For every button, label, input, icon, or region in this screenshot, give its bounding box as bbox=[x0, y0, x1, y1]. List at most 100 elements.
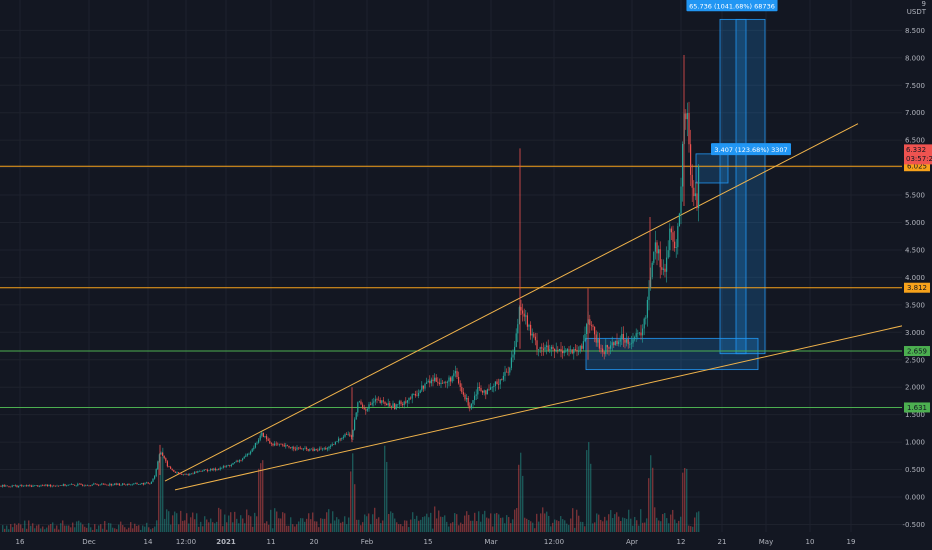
candle-body bbox=[531, 333, 533, 336]
candle-body bbox=[459, 383, 461, 387]
volume-bar bbox=[52, 522, 54, 532]
candle-body bbox=[48, 484, 50, 487]
trendline[interactable] bbox=[164, 123, 859, 482]
candle-body bbox=[347, 434, 349, 436]
volume-bar bbox=[420, 519, 422, 532]
volume-bar bbox=[550, 526, 552, 532]
volume-bar bbox=[246, 509, 248, 532]
volume-bar bbox=[698, 511, 700, 532]
volume-bar bbox=[576, 509, 578, 532]
current-price-tag[interactable] bbox=[904, 144, 932, 165]
candle-body bbox=[398, 401, 400, 405]
candle-body bbox=[427, 380, 429, 383]
volume-bar bbox=[522, 475, 524, 532]
volume-bar bbox=[548, 515, 550, 532]
volume-bar bbox=[502, 517, 504, 532]
candle-body bbox=[109, 483, 111, 486]
measure-box[interactable] bbox=[695, 153, 729, 184]
countdown-text: 03:57:20 bbox=[906, 155, 932, 163]
candle-body bbox=[2, 484, 4, 487]
grid bbox=[0, 0, 902, 532]
volume-bar bbox=[680, 516, 682, 532]
candle-body bbox=[267, 439, 269, 441]
volume-bar bbox=[212, 522, 214, 532]
measure-box[interactable] bbox=[719, 18, 747, 355]
candle-body bbox=[184, 474, 186, 475]
candle-body bbox=[133, 483, 135, 485]
level-price-tag[interactable] bbox=[904, 161, 930, 172]
candle-body bbox=[82, 484, 84, 486]
candle-body bbox=[523, 313, 525, 317]
level-price-tag[interactable] bbox=[904, 402, 930, 413]
volume-bar bbox=[322, 518, 324, 532]
volume-bar bbox=[486, 517, 488, 532]
volume-bar bbox=[564, 520, 566, 532]
level-price-tag[interactable] bbox=[904, 282, 930, 293]
volume-bar bbox=[440, 516, 442, 532]
candle-body bbox=[66, 485, 68, 487]
volume-bar bbox=[96, 529, 98, 532]
candle-body bbox=[669, 228, 671, 251]
candle-body bbox=[198, 470, 200, 472]
volume-bar bbox=[264, 523, 266, 532]
candle-body bbox=[126, 484, 128, 486]
volume-bar bbox=[8, 529, 10, 532]
volume-bar bbox=[48, 525, 50, 532]
candle-body bbox=[485, 390, 487, 395]
volume-bar bbox=[282, 512, 284, 532]
candle-body bbox=[406, 400, 408, 403]
volume-bar bbox=[292, 524, 294, 532]
volume-bar bbox=[36, 525, 38, 532]
candle-body bbox=[642, 328, 644, 336]
candle-body bbox=[613, 342, 615, 346]
candle-body bbox=[339, 438, 341, 440]
candle-body bbox=[296, 447, 298, 450]
measure-boxes[interactable] bbox=[585, 18, 766, 371]
volume-bar bbox=[190, 517, 192, 532]
volume-bar bbox=[424, 516, 426, 532]
measure-box[interactable] bbox=[735, 18, 766, 355]
volume-bar bbox=[238, 523, 240, 532]
volume-bar bbox=[666, 518, 668, 532]
candle-body bbox=[304, 447, 306, 449]
candle-body bbox=[5, 485, 7, 487]
candle-body bbox=[16, 485, 18, 488]
candle-body bbox=[475, 394, 477, 396]
candle-body bbox=[691, 174, 693, 188]
volume-bar bbox=[554, 519, 556, 532]
candle-body bbox=[539, 347, 541, 350]
candle-body bbox=[634, 337, 636, 340]
volume-bar bbox=[38, 524, 40, 532]
candle-body bbox=[221, 467, 223, 469]
volume-bar bbox=[148, 527, 150, 532]
candle-body bbox=[67, 484, 69, 486]
time-axis[interactable]: 16 Dec 14 12:00 2021 11 20 Feb 15 Mar 12:00 Apr 12 21… bbox=[0, 532, 902, 550]
time-tick-label: 21 bbox=[718, 538, 727, 546]
candle-body bbox=[450, 377, 452, 382]
volume-bar bbox=[324, 518, 326, 532]
volume-bar bbox=[410, 519, 412, 532]
volume-bar bbox=[474, 512, 476, 532]
level-price-tag[interactable] bbox=[904, 346, 930, 357]
volume-bar bbox=[360, 525, 362, 532]
trendlines[interactable] bbox=[164, 123, 932, 491]
volume-bar bbox=[574, 527, 576, 532]
time-tick-label: 14 bbox=[144, 538, 153, 546]
candle-body bbox=[69, 484, 71, 486]
candle-body bbox=[171, 468, 173, 470]
volume-bar bbox=[390, 511, 392, 532]
trendline[interactable] bbox=[174, 318, 932, 491]
candle-body bbox=[325, 448, 327, 450]
volume-bar bbox=[624, 518, 626, 532]
volume-bar bbox=[342, 521, 344, 532]
volume-bar bbox=[152, 528, 154, 532]
candle-body bbox=[698, 165, 700, 209]
volume-bar bbox=[54, 528, 56, 532]
horizontal-levels[interactable] bbox=[0, 165, 902, 408]
volume-bar bbox=[398, 524, 400, 532]
candle-body bbox=[414, 393, 416, 396]
candle-body bbox=[14, 485, 16, 486]
volume-bar bbox=[272, 528, 274, 532]
